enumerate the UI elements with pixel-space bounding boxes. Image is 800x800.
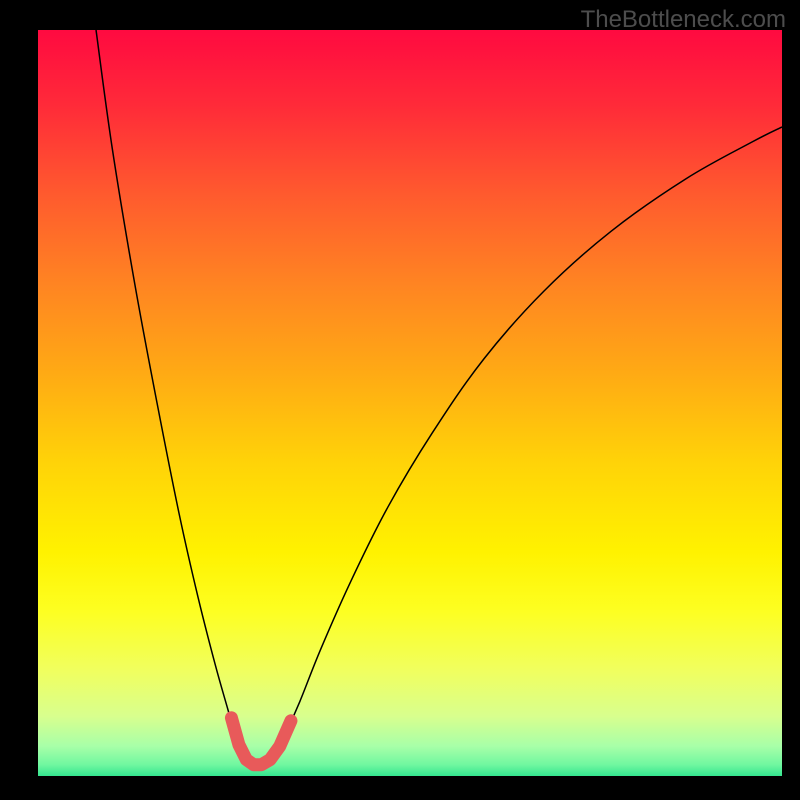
bottleneck-curve — [96, 30, 782, 766]
watermark: TheBottleneck.com — [581, 6, 786, 34]
valley-marker — [231, 718, 291, 765]
chart-area — [38, 30, 782, 776]
curve-layer — [38, 30, 782, 776]
